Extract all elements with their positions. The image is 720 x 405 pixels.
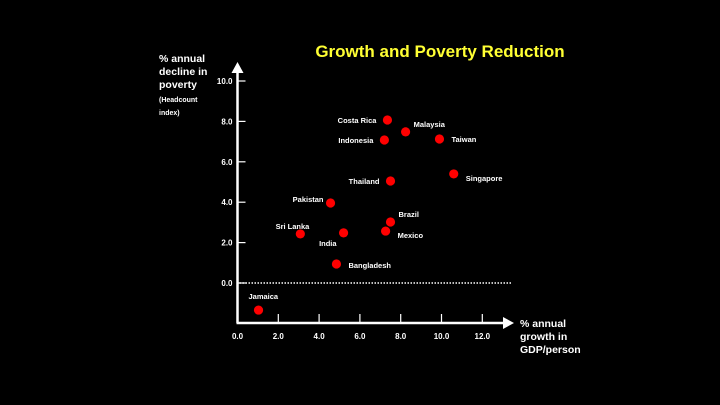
x-tick-label: 6.0 (354, 332, 366, 341)
ticks: 0.0 2.0 4.0 6.0 8.0 10.0 0.0 2.0 4.0 6.0 8.0 10.0 12… (217, 77, 491, 341)
data-point (295, 229, 305, 239)
data-point-label: Pakistan (293, 195, 324, 204)
x-tick-label: 2.0 (273, 332, 285, 341)
x-tick-label: 0.0 (232, 332, 244, 341)
data-point (381, 226, 391, 236)
data-point (253, 305, 264, 315)
data-point-label: Costa Rica (338, 116, 378, 125)
y-axis-label: % annual decline in poverty (Headcount i… (159, 53, 207, 117)
data-point-label: Sri Lanka (276, 222, 311, 231)
data-point (434, 134, 445, 144)
y-axis-label-line: decline in (159, 66, 207, 78)
x-tick-label: 10.0 (434, 332, 450, 341)
y-axis-label-line: % annual (159, 53, 205, 65)
y-tick-label: 8.0 (221, 117, 233, 126)
data-point-label: Thailand (349, 177, 380, 186)
data-point-label: Mexico (398, 231, 424, 240)
y-tick-label: 0.0 (221, 279, 233, 288)
x-tick-label: 12.0 (475, 332, 491, 341)
data-point-label: Indonesia (338, 136, 374, 145)
data-point-label: Brazil (399, 210, 419, 219)
data-point (325, 198, 336, 208)
x-axis-label-line: growth in (520, 331, 567, 343)
data-point-label: Jamaica (249, 292, 279, 301)
data-point-label: India (319, 239, 337, 248)
y-axis-arrowhead (231, 62, 244, 73)
data-point-label: Singapore (466, 174, 503, 183)
data-points: Costa Rica Malaysia Indonesia Taiwan Singapo… (249, 115, 503, 315)
y-tick-label: 10.0 (217, 77, 233, 86)
x-tick-label: 8.0 (395, 332, 407, 341)
y-tick-label: 2.0 (221, 239, 233, 248)
data-point (385, 176, 396, 186)
x-axis-label-line: % annual (520, 318, 566, 330)
data-point (385, 217, 396, 227)
x-axis-label-line: GDP/person (520, 344, 581, 356)
y-axis-note-line: index) (159, 110, 180, 117)
y-axis-note-line: (Headcount (159, 97, 198, 104)
data-point (382, 115, 393, 125)
data-point (331, 259, 342, 269)
data-point (338, 228, 349, 238)
y-axis-label-line: poverty (159, 79, 197, 91)
data-point-label: Bangladesh (348, 261, 391, 270)
x-axis-label: % annual growth in GDP/person (520, 318, 581, 356)
data-point (449, 169, 459, 179)
y-tick-label: 4.0 (221, 198, 233, 207)
x-tick-label: 4.0 (314, 332, 326, 341)
data-point-label: Malaysia (414, 120, 446, 129)
data-point (400, 127, 411, 137)
data-point (379, 135, 389, 145)
data-point-label: Taiwan (451, 135, 476, 144)
y-tick-label: 6.0 (221, 158, 233, 167)
axes (231, 62, 514, 329)
chart-title: Growth and Poverty Reduction (315, 42, 564, 61)
x-axis-arrowhead (503, 317, 514, 329)
